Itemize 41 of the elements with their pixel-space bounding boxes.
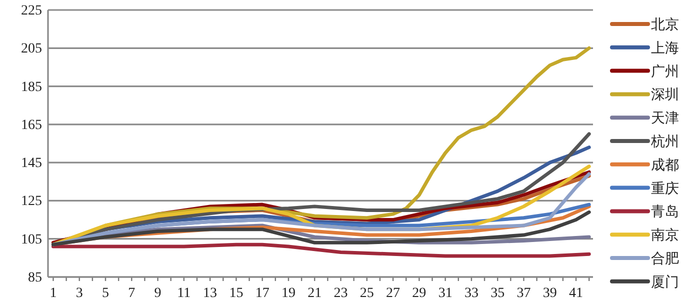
x-tick-label: 35 bbox=[490, 286, 505, 301]
x-tick-label: 37 bbox=[516, 286, 531, 301]
x-tick-label: 29 bbox=[412, 286, 426, 301]
x-tick-label: 39 bbox=[542, 286, 557, 301]
x-tick-label: 5 bbox=[102, 286, 110, 301]
legend-label: 南京 bbox=[651, 228, 679, 244]
x-tick-label: 15 bbox=[229, 286, 244, 301]
y-tick-label: 125 bbox=[21, 194, 42, 210]
y-tick-label: 225 bbox=[21, 4, 42, 18]
y-tick-label: 85 bbox=[28, 270, 42, 286]
x-tick-label: 33 bbox=[464, 286, 478, 301]
x-tick-label: 27 bbox=[386, 286, 400, 301]
legend-label: 北京 bbox=[651, 17, 679, 33]
legend-label: 青岛 bbox=[651, 204, 679, 220]
y-tick-label: 165 bbox=[21, 118, 42, 133]
x-tick-label: 25 bbox=[360, 286, 374, 301]
x-tick-label: 7 bbox=[128, 286, 136, 301]
legend-label: 上海 bbox=[651, 40, 679, 56]
x-tick-label: 31 bbox=[438, 286, 452, 301]
legend-label: 厦门 bbox=[651, 274, 679, 290]
x-tick-label: 19 bbox=[281, 286, 296, 301]
x-tick-label: 23 bbox=[334, 286, 348, 301]
y-tick-label: 145 bbox=[21, 156, 42, 172]
legend-label: 深圳 bbox=[651, 87, 679, 104]
x-tick-label: 13 bbox=[203, 286, 218, 301]
x-tick-label: 17 bbox=[255, 286, 270, 301]
y-tick-label: 205 bbox=[21, 42, 42, 57]
y-tick-label: 105 bbox=[21, 232, 42, 248]
x-tick-label: 3 bbox=[76, 286, 83, 301]
x-tick-label: 1 bbox=[50, 286, 57, 301]
x-tick-label: 9 bbox=[154, 286, 162, 301]
legend-label: 合肥 bbox=[651, 251, 679, 267]
x-tick-label: 21 bbox=[308, 286, 322, 301]
legend-label: 天津 bbox=[651, 110, 679, 127]
x-tick-label: 41 bbox=[569, 286, 584, 301]
x-tick-label: 11 bbox=[177, 286, 191, 301]
legend-label: 成都 bbox=[651, 157, 679, 174]
legend-label: 重庆 bbox=[651, 180, 679, 197]
legend-label: 杭州 bbox=[650, 134, 679, 150]
legend-label: 广州 bbox=[651, 64, 679, 80]
y-tick-label: 185 bbox=[21, 80, 42, 95]
